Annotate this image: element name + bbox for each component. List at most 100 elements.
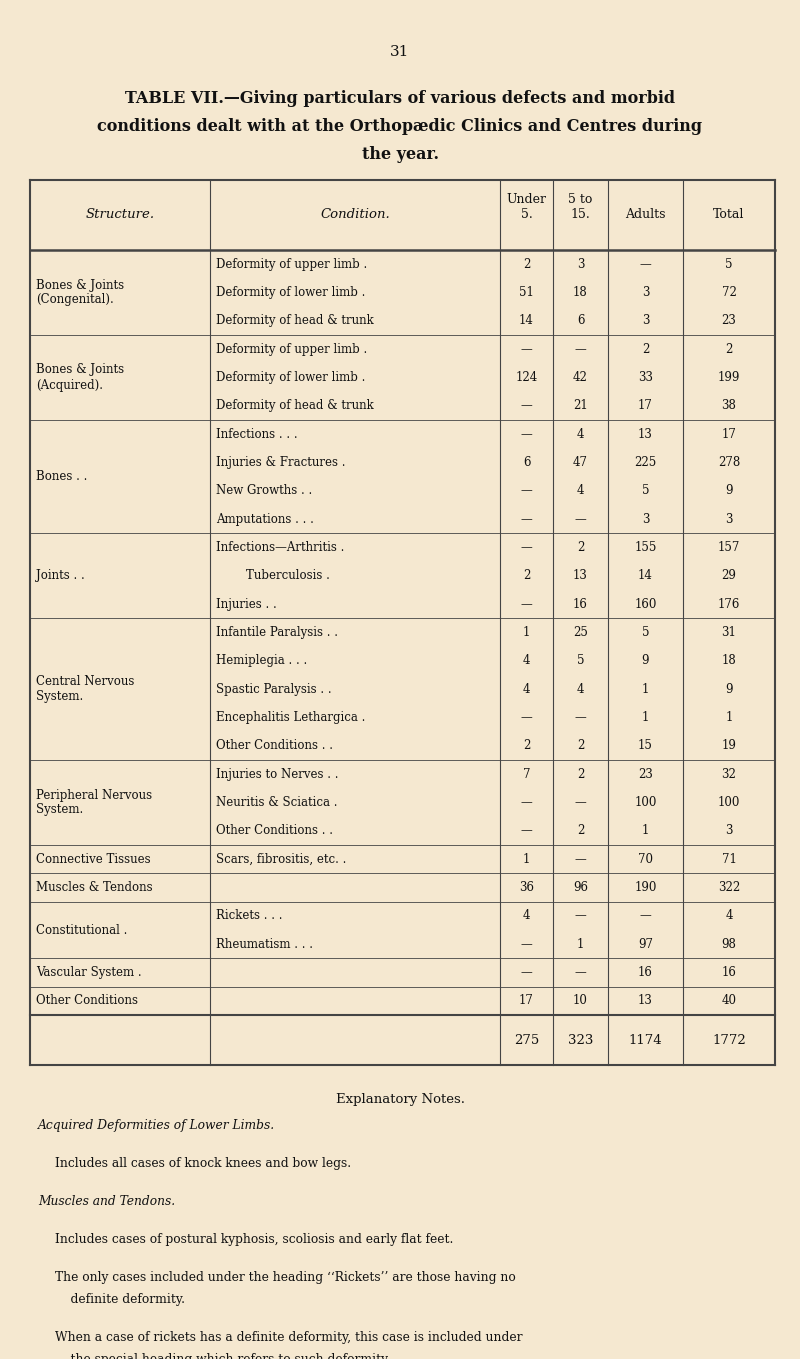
Text: Injuries & Fractures .: Injuries & Fractures . [216,457,346,469]
Text: 3: 3 [642,314,650,328]
Text: 19: 19 [722,739,737,753]
Text: Bones & Joints
(Congenital).: Bones & Joints (Congenital). [36,279,124,307]
Text: the year.: the year. [362,145,438,163]
Text: 278: 278 [718,457,740,469]
Text: 23: 23 [722,314,737,328]
Text: 5: 5 [642,626,650,639]
Text: Acquired Deformities of Lower Limbs.: Acquired Deformities of Lower Limbs. [38,1118,275,1132]
Text: Deformity of upper limb .: Deformity of upper limb . [216,258,367,270]
Text: 14: 14 [519,314,534,328]
Text: —: — [521,512,532,526]
Text: 98: 98 [722,938,737,951]
Text: 2: 2 [523,739,530,753]
Text: 16: 16 [573,598,588,610]
Text: Bones . .: Bones . . [36,470,87,484]
Text: 10: 10 [573,995,588,1007]
Text: 2: 2 [726,342,733,356]
Text: —: — [521,598,532,610]
Text: 2: 2 [577,739,584,753]
Text: Under
5.: Under 5. [506,193,546,222]
Text: Infantile Paralysis . .: Infantile Paralysis . . [216,626,338,639]
Text: 1: 1 [726,711,733,724]
Text: 1: 1 [523,626,530,639]
Text: 38: 38 [722,400,737,412]
Text: Encephalitis Lethargica .: Encephalitis Lethargica . [216,711,366,724]
Text: 1: 1 [577,938,584,951]
Text: —: — [521,484,532,497]
Text: 100: 100 [718,796,740,809]
Text: —: — [574,966,586,978]
Text: 31: 31 [390,45,410,58]
Text: When a case of rickets has a definite deformity, this case is included under: When a case of rickets has a definite de… [55,1330,522,1344]
Text: Infections—Arthritis .: Infections—Arthritis . [216,541,344,554]
Text: 2: 2 [577,541,584,554]
Text: Hemiplegia . . .: Hemiplegia . . . [216,654,307,667]
Text: 100: 100 [634,796,657,809]
Text: 9: 9 [642,654,650,667]
Text: 5 to
15.: 5 to 15. [568,193,593,222]
Text: 70: 70 [638,852,653,866]
Text: Deformity of lower limb .: Deformity of lower limb . [216,371,366,385]
Text: —: — [574,711,586,724]
Text: 17: 17 [638,400,653,412]
Text: 2: 2 [577,825,584,837]
Text: Central Nervous
System.: Central Nervous System. [36,675,134,703]
Text: 5: 5 [726,258,733,270]
Text: 32: 32 [722,768,737,780]
Text: 18: 18 [573,285,588,299]
Text: Injuries to Nerves . .: Injuries to Nerves . . [216,768,338,780]
Text: 4: 4 [726,909,733,923]
Text: 31: 31 [722,626,737,639]
Text: 4: 4 [522,682,530,696]
Text: 17: 17 [519,995,534,1007]
Text: Other Conditions . .: Other Conditions . . [216,825,333,837]
Text: Includes all cases of knock knees and bow legs.: Includes all cases of knock knees and bo… [55,1157,351,1170]
Text: 51: 51 [519,285,534,299]
Text: Muscles and Tendons.: Muscles and Tendons. [38,1195,175,1208]
Text: Scars, fibrositis, etc. .: Scars, fibrositis, etc. . [216,852,346,866]
Text: 323: 323 [568,1033,593,1046]
Text: —: — [574,909,586,923]
Text: 16: 16 [638,966,653,978]
Text: 3: 3 [642,512,650,526]
Text: —: — [640,909,651,923]
Text: 1174: 1174 [629,1033,662,1046]
Text: New Growths . .: New Growths . . [216,484,312,497]
Text: Muscles & Tendons: Muscles & Tendons [36,881,153,894]
Text: 4: 4 [522,909,530,923]
Text: Vascular System .: Vascular System . [36,966,142,978]
Text: Injuries . .: Injuries . . [216,598,277,610]
Text: 9: 9 [726,682,733,696]
Text: conditions dealt with at the Orthopædic Clinics and Centres during: conditions dealt with at the Orthopædic … [98,118,702,135]
Text: —: — [521,428,532,440]
Text: 25: 25 [573,626,588,639]
Text: 72: 72 [722,285,737,299]
Text: 18: 18 [722,654,736,667]
Text: 42: 42 [573,371,588,385]
Text: Deformity of head & trunk: Deformity of head & trunk [216,314,374,328]
Text: 3: 3 [726,512,733,526]
Text: 17: 17 [722,428,737,440]
Text: 225: 225 [634,457,657,469]
Text: The only cases included under the heading ‘‘Rickets’’ are those having no: The only cases included under the headin… [55,1271,516,1284]
Text: Spastic Paralysis . .: Spastic Paralysis . . [216,682,332,696]
Text: —: — [521,825,532,837]
Text: —: — [521,938,532,951]
Text: 40: 40 [722,995,737,1007]
Text: 160: 160 [634,598,657,610]
Text: Total: Total [714,208,745,222]
Text: 5: 5 [577,654,584,667]
Text: Other Conditions: Other Conditions [36,995,138,1007]
Text: 96: 96 [573,881,588,894]
Text: 322: 322 [718,881,740,894]
Text: Joints . .: Joints . . [36,569,85,583]
Text: Deformity of head & trunk: Deformity of head & trunk [216,400,374,412]
Text: 275: 275 [514,1033,539,1046]
Text: the special heading which refers to such deformity.: the special heading which refers to such… [55,1354,390,1359]
Text: 190: 190 [634,881,657,894]
Text: 14: 14 [638,569,653,583]
Text: —: — [574,512,586,526]
Text: 1: 1 [523,852,530,866]
Text: definite deformity.: definite deformity. [55,1292,185,1306]
Text: 13: 13 [573,569,588,583]
